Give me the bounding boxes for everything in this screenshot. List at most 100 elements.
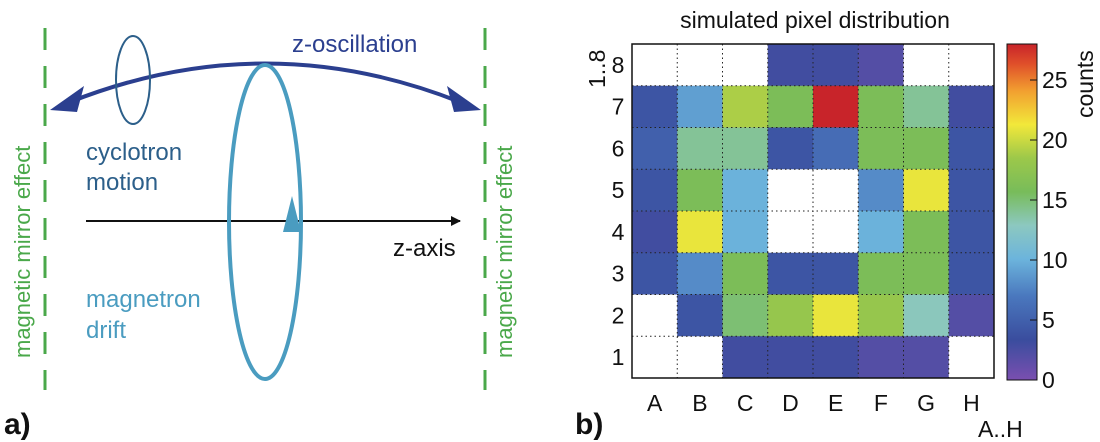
heatmap-title: simulated pixel distribution <box>680 7 950 33</box>
y-tick-labels: 8 7 6 5 4 3 2 1 <box>612 52 625 370</box>
heatmap-cell-C5 <box>722 169 769 212</box>
heatmap-cell-E2 <box>813 294 859 337</box>
heatmap-cell-C3 <box>722 252 769 295</box>
y-tick-label: 4 <box>612 219 625 245</box>
x-tick-label: D <box>782 390 799 416</box>
y-axis-label: 1..8 <box>584 50 610 88</box>
x-tick-label: F <box>874 390 888 416</box>
heatmap-cell-B8 <box>677 44 723 87</box>
left-mirror-label: magnetic mirror effect <box>10 146 35 358</box>
heatmap-cell-F6 <box>858 127 904 170</box>
heatmap-cell-A5 <box>632 169 678 212</box>
heatmap-grid <box>632 44 994 378</box>
heatmap-cell-B4 <box>677 211 723 254</box>
colorbar-tick-label: 15 <box>1042 187 1068 213</box>
x-tick-label: A <box>647 390 663 416</box>
right-mirror-label: magnetic mirror effect <box>492 146 517 358</box>
z-axis-label: z-axis <box>393 235 456 262</box>
heatmap-cell-A1 <box>632 336 678 379</box>
colorbar-tick-label: 20 <box>1042 127 1068 153</box>
heatmap-cell-B6 <box>677 127 723 170</box>
colorbar-tick-label: 25 <box>1042 67 1068 93</box>
heatmap-cell-A4 <box>632 211 678 254</box>
heatmap-cell-D4 <box>767 211 814 254</box>
z-oscillation-label: z-oscillation <box>292 31 417 58</box>
panel-b-label: b) <box>575 408 603 441</box>
z-oscillation-arc <box>69 61 461 104</box>
heatmap-cell-C1 <box>722 336 769 379</box>
heatmap-cell-D5 <box>767 169 814 212</box>
heatmap-frame <box>631 43 995 379</box>
y-tick-label: 8 <box>612 52 625 78</box>
heatmap-cell-C4 <box>722 211 769 254</box>
heatmap-cell-E3 <box>813 252 859 295</box>
y-tick-label: 7 <box>612 94 625 120</box>
heatmap-cell-F1 <box>858 336 904 379</box>
x-tick-label: E <box>828 390 843 416</box>
heatmap-cell-C2 <box>722 294 769 337</box>
heatmap-cell-A3 <box>632 252 678 295</box>
z-oscillation-left-arrowhead <box>50 86 84 112</box>
heatmap-cell-B7 <box>677 85 723 128</box>
panel-a-label: a) <box>4 408 31 441</box>
heatmap-cell-A6 <box>632 127 678 170</box>
heatmap-cell-F5 <box>858 169 904 212</box>
x-tick-label: H <box>963 390 980 416</box>
colorbar-tick-label: 10 <box>1042 247 1068 273</box>
heatmap-cell-G5 <box>903 169 950 212</box>
heatmap-cell-F8 <box>858 44 904 87</box>
heatmap-cell-D3 <box>767 252 814 295</box>
y-tick-label: 1 <box>612 344 625 370</box>
heatmap-cell-D6 <box>767 127 814 170</box>
heatmap-cell-F3 <box>858 252 904 295</box>
heatmap-cell-H2 <box>948 294 995 337</box>
heatmap-cell-A2 <box>632 294 678 337</box>
heatmap-cell-B3 <box>677 252 723 295</box>
y-tick-label: 2 <box>612 302 625 328</box>
x-tick-label: C <box>737 390 754 416</box>
x-tick-labels: A B C D E F G H <box>647 390 980 416</box>
cyclotron-label-line2: motion <box>86 169 158 196</box>
heatmap-cell-H8 <box>948 44 995 87</box>
heatmap-cell-F4 <box>858 211 904 254</box>
colorbar-label: counts <box>1072 50 1098 118</box>
heatmap-cell-A7 <box>632 85 678 128</box>
y-tick-label: 5 <box>612 177 625 203</box>
heatmap-cell-H4 <box>948 211 995 254</box>
heatmap-cell-G2 <box>903 294 950 337</box>
magnetron-label-line2: drift <box>86 317 126 344</box>
colorbar-tick-label: 0 <box>1042 367 1055 393</box>
cyclotron-ellipse <box>115 35 151 125</box>
magnetron-ellipse <box>227 63 303 381</box>
heatmap-cell-G7 <box>903 85 950 128</box>
heatmap-cell-F7 <box>858 85 904 128</box>
heatmap-cell-E8 <box>813 44 859 87</box>
heatmap-cell-H5 <box>948 169 995 212</box>
heatmap-cells <box>632 44 995 379</box>
z-oscillation-right-arrowhead <box>447 86 481 112</box>
magnetron-arrowhead <box>283 196 301 232</box>
y-tick-label: 3 <box>612 261 625 287</box>
heatmap-cell-H1 <box>948 336 995 379</box>
heatmap-cell-E4 <box>813 211 859 254</box>
heatmap-cell-D2 <box>767 294 814 337</box>
panel-b: simulated pixel distribution 1..8 8 7 6 5 4 3… <box>575 7 1098 442</box>
colorbar <box>1006 43 1038 381</box>
heatmap-cell-H3 <box>948 252 995 295</box>
colorbar-tick-label: 5 <box>1042 307 1055 333</box>
heatmap-cell-G1 <box>903 336 950 379</box>
heatmap-cell-B2 <box>677 294 723 337</box>
heatmap-cell-C6 <box>722 127 769 170</box>
heatmap-cell-E7 <box>813 85 859 128</box>
heatmap-cell-C7 <box>722 85 769 128</box>
heatmap-cell-D1 <box>767 336 814 379</box>
heatmap-cell-H6 <box>948 127 995 170</box>
heatmap-cell-E1 <box>813 336 859 379</box>
heatmap-cell-D7 <box>767 85 814 128</box>
heatmap-cell-E6 <box>813 127 859 170</box>
colorbar-ticks: 0 5 10 15 20 25 <box>1030 67 1068 393</box>
heatmap-cell-G6 <box>903 127 950 170</box>
heatmap-cell-D8 <box>767 44 814 87</box>
heatmap-cell-H7 <box>948 85 995 128</box>
